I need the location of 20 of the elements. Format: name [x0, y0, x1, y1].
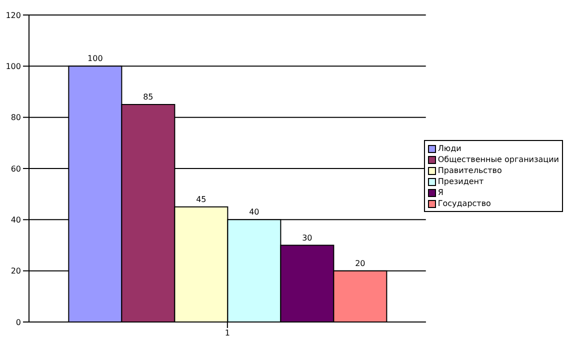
y-tick-label: 40 [10, 216, 21, 225]
y-tick-label: 120 [6, 10, 21, 20]
data-label: 100 [88, 54, 103, 64]
data-label: 40 [249, 208, 260, 217]
y-tick-label: 80 [10, 113, 21, 122]
legend-label: Я [436, 187, 444, 198]
data-label: 85 [143, 92, 154, 102]
legend-label: Общественные организации [436, 154, 559, 165]
y-tick-label: 0 [16, 318, 21, 327]
data-label: 20 [355, 258, 366, 268]
y-tick-label: 60 [10, 164, 21, 174]
x-tick-label: 1 [224, 328, 230, 338]
y-tick-label: 20 [10, 266, 21, 276]
legend-label: Президент [436, 176, 485, 187]
legend-label: Люди [436, 143, 462, 154]
legend-label: Государство [436, 198, 492, 209]
y-tick-label: 100 [6, 62, 21, 72]
data-label: 45 [196, 194, 206, 204]
data-label: 30 [302, 233, 312, 242]
legend-label: Правительство [436, 165, 503, 176]
